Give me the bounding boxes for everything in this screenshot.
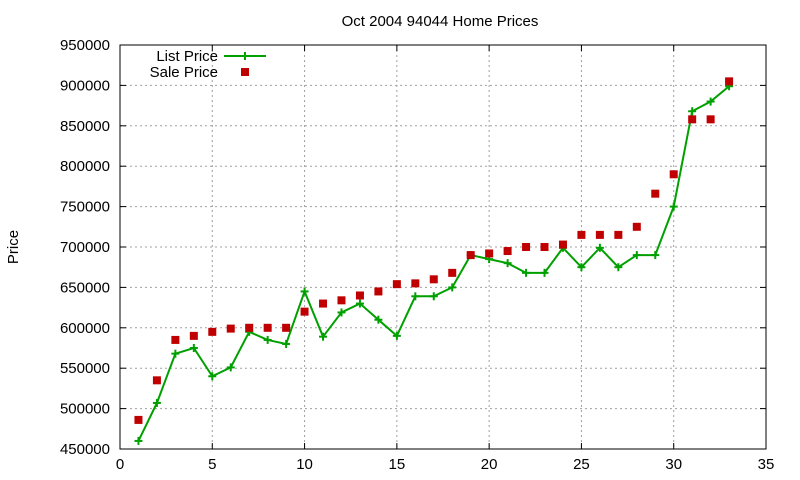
data-point — [429, 292, 438, 301]
legend-marker — [241, 52, 249, 60]
y-tick-label: 900000 — [60, 77, 110, 94]
y-axis-label: Price — [5, 230, 22, 264]
y-tick-label: 600000 — [60, 320, 110, 337]
data-point — [411, 292, 420, 301]
y-tick-label: 850000 — [60, 118, 110, 135]
y-tick-label: 500000 — [60, 401, 110, 418]
data-point — [319, 299, 328, 308]
data-point — [152, 398, 161, 407]
data-point — [706, 97, 715, 106]
data-point — [208, 372, 217, 381]
data-point — [152, 376, 161, 385]
data-point — [355, 291, 364, 300]
data-point — [706, 115, 715, 124]
data-point — [319, 332, 328, 341]
data-point — [595, 230, 604, 239]
y-tick-label: 950000 — [60, 37, 110, 54]
data-point — [632, 222, 641, 231]
data-point — [614, 230, 623, 239]
legend-label: List Price — [156, 48, 218, 65]
data-point — [669, 202, 678, 211]
data-point — [429, 275, 438, 284]
data-point — [540, 268, 549, 277]
data-point — [263, 323, 272, 332]
x-tick-label: 15 — [389, 456, 406, 473]
data-point — [226, 363, 235, 372]
data-point — [595, 243, 604, 252]
data-point — [189, 331, 198, 340]
data-point — [651, 251, 660, 260]
data-point — [171, 335, 180, 344]
data-point — [300, 307, 309, 316]
data-point — [503, 259, 512, 268]
data-point — [134, 436, 143, 445]
y-tick-label: 450000 — [60, 441, 110, 458]
data-point — [577, 230, 586, 239]
x-tick-label: 5 — [208, 456, 216, 473]
data-point — [300, 287, 309, 296]
series-sale-price — [134, 77, 734, 424]
axis-ticks: 0 5 10 15 20 25 30 35 450000 500000 550000 600000 65… — [60, 37, 774, 473]
data-point — [189, 344, 198, 352]
data-point — [392, 280, 401, 289]
data-point — [448, 283, 457, 292]
data-point — [337, 308, 346, 317]
data-point — [282, 339, 291, 348]
data-point — [614, 263, 623, 272]
y-tick-label: 800000 — [60, 158, 110, 175]
grid — [120, 45, 766, 449]
data-point — [245, 323, 254, 332]
plot-frame — [119, 44, 767, 450]
data-point — [558, 240, 567, 249]
data-point — [522, 243, 531, 251]
y-tick-label: 700000 — [60, 239, 110, 256]
data-point — [355, 299, 364, 308]
data-point — [392, 331, 401, 340]
data-point — [171, 349, 180, 358]
data-point — [411, 279, 420, 288]
data-point — [669, 170, 678, 179]
legend-label: Sale Price — [150, 64, 218, 81]
data-point — [577, 263, 586, 272]
data-point — [374, 315, 383, 324]
series-list-price — [134, 82, 734, 445]
data-point — [448, 268, 457, 277]
x-tick-label: 10 — [296, 456, 313, 473]
data-point — [485, 249, 494, 258]
x-tick-label: 35 — [758, 456, 775, 473]
data-point — [725, 77, 734, 86]
data-point — [522, 268, 531, 277]
data-point — [503, 247, 512, 256]
data-point — [208, 327, 217, 336]
chart-title: Oct 2004 94044 Home Prices — [342, 13, 539, 30]
data-point — [540, 243, 549, 251]
series-line — [137, 85, 730, 442]
data-point — [688, 107, 697, 116]
data-point — [632, 251, 641, 260]
x-tick-label: 30 — [665, 456, 682, 473]
y-tick-label: 550000 — [60, 360, 110, 377]
data-point — [263, 335, 272, 344]
x-tick-label: 25 — [573, 456, 590, 473]
x-tick-label: 0 — [116, 456, 124, 473]
data-point — [226, 324, 235, 333]
data-point — [374, 287, 383, 296]
data-point — [688, 115, 697, 124]
data-point — [134, 415, 143, 424]
y-tick-label: 650000 — [60, 279, 110, 296]
data-point — [337, 296, 346, 305]
y-tick-label: 750000 — [60, 199, 110, 216]
series-layer — [134, 77, 734, 445]
data-point — [651, 189, 660, 198]
data-point — [282, 323, 291, 332]
x-tick-label: 20 — [481, 456, 498, 473]
data-point — [466, 251, 475, 260]
legend-marker — [241, 68, 249, 76]
